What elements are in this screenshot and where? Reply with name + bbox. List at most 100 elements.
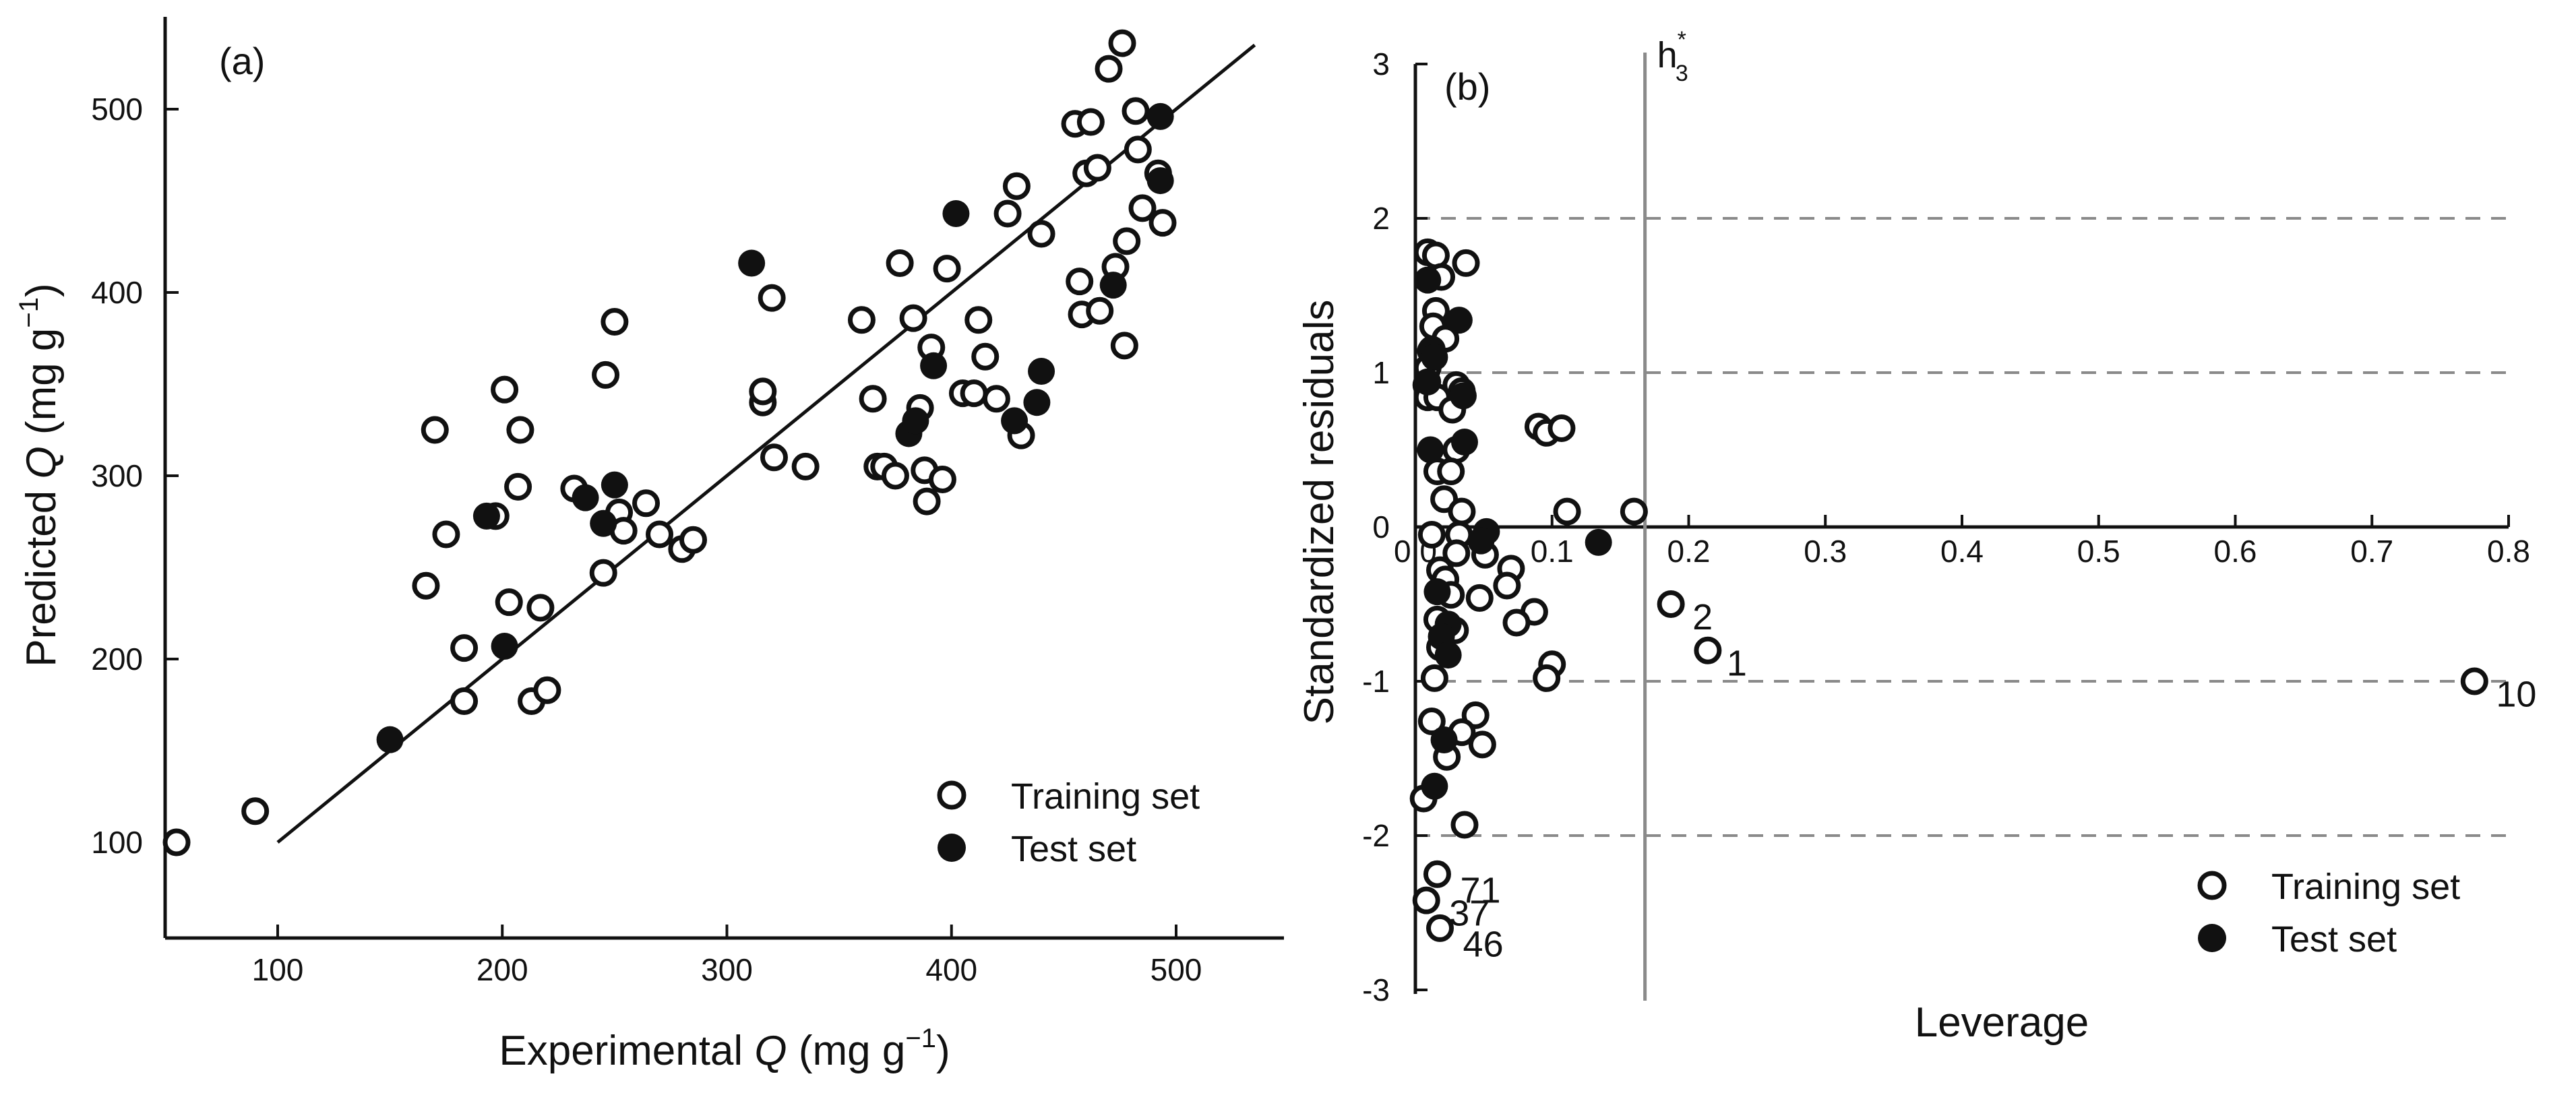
panel-b-training-point [1417, 520, 1446, 549]
panel-b-training-point [1425, 914, 1454, 942]
panel-b-label: (b) [1444, 65, 1490, 108]
panel-b-training-point [1412, 886, 1440, 914]
panel-a-training-point [982, 385, 1010, 413]
panel-a-xlabel-unit: (mg g [787, 1028, 906, 1074]
panel-a-xlabel-close: ) [936, 1028, 950, 1074]
panel-a-y-tick-label: 300 [91, 458, 143, 493]
panel-a-test-point [1099, 272, 1127, 299]
panel-a-training-point [971, 342, 1000, 371]
panel-b-warning-leverage-label: h* 3 [1657, 27, 1688, 86]
panel-b-point-annotation: 10 [2496, 674, 2536, 714]
panel-b-test-point [1585, 528, 1612, 556]
panel-a-y-tick-label: 100 [91, 825, 143, 860]
panel-a-legend-training-label: Training set [1011, 776, 1200, 817]
panel-b-y-tick-label: 3 [1372, 46, 1390, 82]
panel-a-training-point [533, 676, 561, 704]
panel-a-test-point [472, 502, 500, 530]
panel-a-legend: Training set Test set [937, 776, 1200, 869]
panel-a-training-point [960, 379, 988, 408]
panel-b-y-tick-label: 1 [1372, 355, 1390, 390]
panel-a-training-point [993, 199, 1022, 228]
panel-a-x-ticks: 100 200 300 400 500 [252, 925, 1202, 987]
panel-a-legend-training-marker [937, 780, 967, 810]
panel-b-test-point [1434, 642, 1462, 669]
panel-b-y-ticks: 3 2 1 0 -1 -2 -3 [1362, 46, 1428, 1007]
panel-a-test-point [738, 249, 766, 277]
panel-b-test-point [1450, 429, 1478, 456]
panel-a-y-axis-title: Predicted Q (mg g−1) [14, 283, 65, 666]
panel-a-training-point [491, 375, 519, 404]
panel-a-training-point [589, 559, 617, 587]
panel-a-training-point [913, 487, 941, 516]
panel-b-training-point [1657, 590, 1685, 618]
panel-b-x-tick-label: 0.2 [1667, 534, 1711, 569]
panel-b-y-tick-label: 2 [1372, 201, 1390, 236]
panel-a-training-point [847, 306, 876, 334]
panel-a-test-point [1146, 167, 1174, 195]
panel-b-training-point [1450, 811, 1479, 839]
panel-a-ylabel-close: ) [18, 283, 65, 297]
panel-a-training-point [1027, 220, 1055, 248]
panel-a-training-point [450, 634, 479, 662]
panel-a-training-point [899, 304, 927, 332]
panel-b-x-tick-label: 0.5 [2077, 534, 2120, 569]
panel-a-ylabel-pre: Predicted [18, 479, 65, 667]
panel-b-test-point [1449, 382, 1477, 410]
panel-b-test-point [1445, 307, 1473, 334]
panel-a-training-point [1124, 135, 1152, 164]
panel-a-ylabel-var: Q [18, 446, 65, 478]
panel-a-training-point [791, 452, 820, 480]
panel-a-training-point [1128, 194, 1157, 222]
panel-b-legend-test-marker [2198, 924, 2226, 952]
panel-a-training-point [881, 462, 909, 490]
panel-b-test-point [1417, 436, 1444, 464]
panel-a-points [162, 29, 1177, 856]
panel-b-y-tick-label: -3 [1362, 972, 1390, 1007]
panel-a-training-point [760, 443, 788, 472]
panel-a-training-point [964, 306, 993, 334]
panel-a-test-point [942, 200, 970, 228]
panel-a-test-point [590, 509, 617, 537]
panel-b-test-point [1421, 344, 1448, 371]
panel-a-training-point [1095, 55, 1123, 83]
panel-b-y-axis-title: Standardized residuals [1296, 300, 1343, 725]
panel-b-point-annotation: 71 [1460, 870, 1500, 910]
panel-a-training-point [1148, 209, 1177, 237]
panel-b-training-point [1423, 860, 1451, 888]
panel-b-x-tick-label: 0.6 [2214, 534, 2257, 569]
panel-a-test-point [376, 726, 404, 753]
panel-a-training-point [412, 571, 440, 600]
panel-b-training-point [1502, 608, 1531, 637]
panel-a-training-point [886, 249, 914, 277]
panel-a-training-point [601, 308, 629, 336]
panel-a-test-point [902, 407, 929, 435]
panel-b-training-point [1493, 571, 1521, 600]
panel-a-scatter: 100 200 300 400 500 100 200 300 400 500 (a) Expe… [14, 17, 1284, 1074]
panel-b-training-point [1437, 458, 1465, 486]
panel-b-y-tick-label: 0 [1372, 509, 1390, 544]
panel-a-training-point [504, 472, 532, 501]
panel-a-x-tick-label: 400 [925, 952, 977, 987]
panel-b-training-point [1420, 664, 1448, 692]
panel-a-training-point [526, 594, 555, 622]
panel-a-ylabel-unit: (mg g [18, 328, 65, 447]
panel-b-training-point [1468, 730, 1496, 759]
panel-a-test-point [1146, 102, 1174, 130]
panel-a-training-point [1002, 172, 1031, 200]
panel-a-xlabel-var: Q [754, 1028, 787, 1074]
panel-a-training-point [928, 465, 956, 493]
panel-b-x-tick-label: 0.8 [2487, 534, 2530, 569]
panel-a-test-point [1001, 407, 1029, 435]
panel-b-legend: Training set Test set [2197, 867, 2460, 960]
panel-b-test-point [1414, 266, 1442, 294]
panel-a-test-point [601, 471, 628, 499]
panel-b-x-tick-label: 0.1 [1531, 534, 1574, 569]
panel-a-test-point [491, 632, 518, 660]
panel-b-y-tick-label: -2 [1362, 818, 1390, 853]
panel-a-ylabel-exp: −1 [14, 297, 44, 328]
panel-a-legend-test-marker [938, 834, 966, 862]
panel-a-training-point [162, 828, 191, 856]
panel-a-test-point [920, 352, 948, 379]
